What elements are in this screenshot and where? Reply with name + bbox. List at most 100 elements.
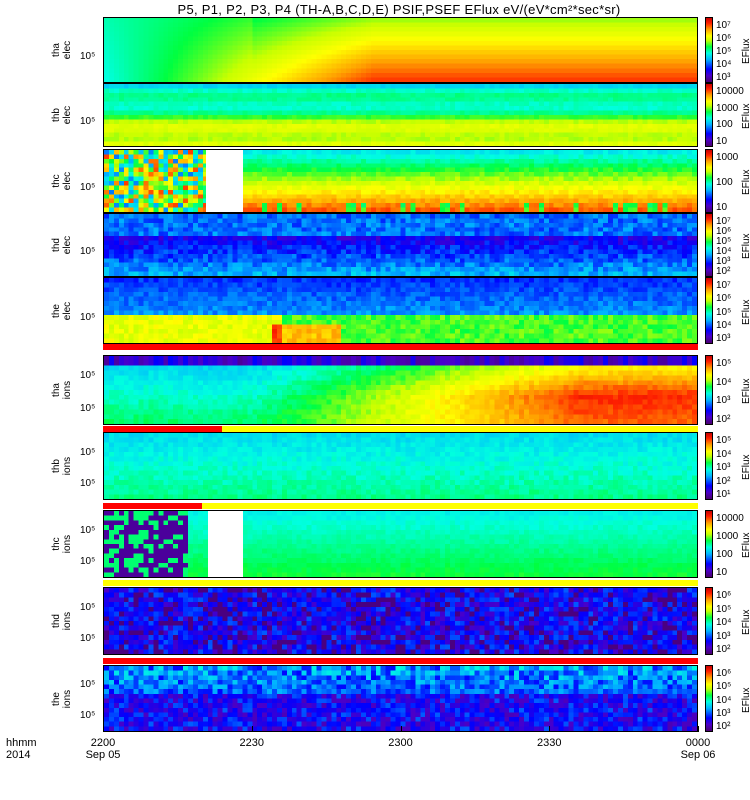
y-tick-the-ions-0: 10⁵ — [80, 679, 96, 691]
y-axis-label-tha-elec: tha elec — [51, 40, 73, 60]
colorbar-tick-the-elec-4: 10³ — [716, 333, 731, 344]
x-tick-label-4: 0000 Sep 06 — [668, 737, 728, 761]
colorbar-tick-the-ions-1: 10⁵ — [716, 681, 732, 693]
colorbar-tha-ions — [705, 355, 713, 425]
x-tick-mark-0 — [103, 726, 104, 732]
y-tick-thd-ions-1: 10⁵ — [80, 633, 96, 645]
colorbar-title-thc-ions: EFlux — [741, 532, 750, 558]
mode-strip-4 — [103, 658, 698, 664]
mode-strip-2 — [103, 503, 698, 509]
colorbar-tick-thb-elec-0: 10000 — [716, 86, 744, 97]
y-axis-label-thc-ions: thc ions — [51, 534, 73, 554]
colorbar-tick-thc-ions-2: 100 — [716, 549, 733, 560]
colorbar-thb-elec — [705, 83, 713, 147]
spectrogram-heatmap-thd-elec — [104, 214, 697, 276]
colorbar-tick-thd-elec-0: 10⁷ — [716, 216, 731, 227]
colorbar-tick-the-ions-0: 10⁶ — [716, 668, 732, 679]
colorbar-tick-thc-elec-1: 100 — [716, 177, 733, 188]
y-axis-label-tha-ions: tha ions — [51, 380, 73, 400]
colorbar-title-tha-elec: EFlux — [741, 38, 750, 64]
colorbar-tick-tha-elec-1: 10⁶ — [716, 33, 732, 44]
colorbar-tick-thb-ions-0: 10⁵ — [716, 435, 732, 446]
colorbar-tick-thb-ions-3: 10² — [716, 475, 731, 487]
y-tick-thc-ions-1: 10⁵ — [80, 556, 96, 568]
spectrogram-panel-thb-ions — [103, 432, 698, 500]
x-tick-time-3: 2330 — [537, 737, 562, 749]
colorbar-tick-thd-elec-2: 10⁵ — [716, 236, 732, 247]
x-tick-mark-2 — [400, 726, 402, 732]
colorbar-tick-thc-ions-0: 10000 — [716, 513, 744, 524]
spectrogram-heatmap-thc-ions — [104, 511, 697, 577]
x-tick-label-0: 2200 Sep 05 — [73, 737, 133, 761]
x-tick-time-4: 0000 — [685, 737, 711, 749]
spectrogram-panel-the-ions — [103, 665, 698, 732]
mode-strip-1 — [103, 426, 698, 432]
colorbar-tick-thd-ions-3: 10³ — [716, 630, 731, 642]
colorbar-tick-the-elec-0: 10⁷ — [716, 280, 731, 291]
spectrogram-panel-tha-elec — [103, 17, 698, 83]
x-tick-time-1: 2230 — [239, 737, 264, 749]
colorbar-tick-thd-ions-2: 10⁴ — [716, 617, 732, 628]
spectrogram-heatmap-the-elec — [104, 278, 697, 343]
colorbar-thd-ions — [705, 587, 713, 655]
x-tick-date-4: Sep 06 — [680, 749, 716, 761]
y-tick-the-ions-1: 10⁵ — [80, 710, 96, 722]
colorbar-title-thb-ions: EFlux — [741, 454, 750, 480]
y-tick-tha-ions-1: 10⁵ — [80, 402, 96, 414]
y-tick-thb-elec-0: 10⁵ — [80, 115, 96, 127]
colorbar-tick-the-elec-3: 10⁴ — [716, 319, 732, 331]
spectrogram-heatmap-thb-elec — [104, 84, 697, 146]
spectrogram-panel-tha-ions — [103, 355, 698, 425]
colorbar-tick-tha-elec-4: 10³ — [716, 72, 731, 83]
y-tick-thc-ions-0: 10⁵ — [80, 524, 96, 536]
x-tick-label-2: 2300 — [371, 737, 431, 749]
x-tick-mark-3 — [549, 726, 551, 732]
y-tick-thc-elec-0: 10⁵ — [80, 181, 96, 193]
colorbar-tick-thc-elec-0: 1000 — [716, 152, 739, 163]
spectrogram-heatmap-thc-elec — [104, 150, 697, 212]
mode-strip-segment-2-0 — [103, 503, 203, 509]
colorbar-thc-elec — [705, 149, 713, 213]
y-axis-label-thb-elec: thb elec — [51, 105, 73, 125]
mode-strip-segment-2-1 — [202, 503, 698, 509]
x-tick-date-0: Sep 05 — [85, 749, 121, 761]
colorbar-thb-ions — [705, 432, 713, 500]
colorbar-tick-the-elec-2: 10⁵ — [716, 306, 732, 318]
spectrogram-panel-thb-elec — [103, 83, 698, 147]
colorbar-tick-tha-ions-3: 10² — [716, 414, 731, 425]
colorbar-title-thb-elec: EFlux — [741, 103, 750, 129]
mode-strip-segment-3-0 — [103, 580, 698, 586]
y-axis-label-thd-ions: thd ions — [51, 611, 73, 631]
colorbar-the-ions — [705, 665, 713, 732]
colorbar-the-elec — [705, 277, 713, 344]
spectrogram-panel-thd-elec — [103, 213, 698, 277]
y-tick-tha-elec-0: 10⁵ — [80, 50, 96, 62]
mode-strip-segment-1-0 — [103, 426, 222, 432]
colorbar-tick-tha-elec-3: 10⁴ — [716, 59, 732, 70]
colorbar-tick-the-ions-2: 10⁴ — [716, 694, 732, 706]
y-axis-label-thc-elec: thc elec — [51, 171, 73, 191]
colorbar-tick-thb-ions-1: 10⁴ — [716, 448, 732, 460]
colorbar-thd-elec — [705, 213, 713, 277]
spectrogram-panel-thc-elec — [103, 149, 698, 213]
mode-strip-segment-1-1 — [222, 426, 698, 432]
y-tick-tha-ions-0: 10⁵ — [80, 370, 96, 382]
x-tick-label-3: 2330 — [519, 737, 579, 749]
colorbar-tick-thb-elec-1: 1000 — [716, 102, 739, 114]
y-tick-the-elec-0: 10⁵ — [80, 311, 96, 323]
colorbar-tick-thc-ions-3: 10 — [716, 567, 728, 578]
data-gap-thc-ions — [208, 511, 243, 577]
x-axis-label-line2: 2014 — [6, 749, 31, 761]
colorbar-title-tha-ions: EFlux — [741, 378, 750, 404]
spectrogram-heatmap-the-ions — [104, 666, 697, 731]
colorbar-tick-tha-ions-1: 10⁴ — [716, 376, 732, 388]
colorbar-tick-thd-elec-3: 10⁴ — [716, 246, 732, 257]
data-gap-thc-elec — [205, 150, 243, 212]
colorbar-tick-thc-elec-2: 10 — [716, 202, 728, 213]
x-tick-mark-1 — [251, 726, 253, 732]
colorbar-tha-elec — [705, 17, 713, 83]
mode-strip-segment-0-0 — [103, 344, 698, 350]
x-tick-mark-4 — [698, 726, 699, 732]
spectrogram-heatmap-thb-ions — [104, 433, 697, 499]
